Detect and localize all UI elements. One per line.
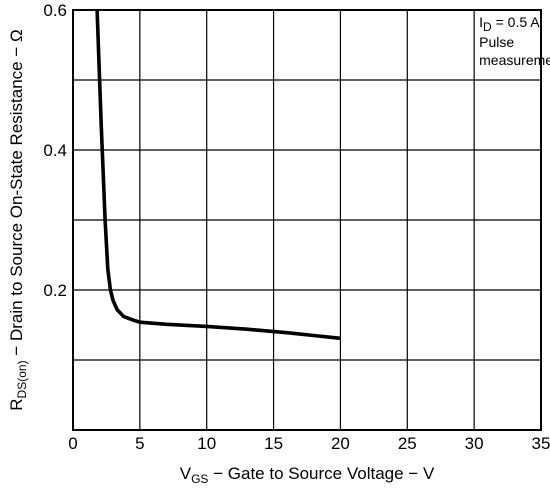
x-axis-subscript: GS xyxy=(191,472,208,486)
series-layer xyxy=(95,9,341,341)
condition-note: ID = 0.5 A Pulse measurement xyxy=(477,12,550,79)
x-tick-label: 20 xyxy=(331,434,350,453)
y-axis-label-text: − Drain to Source On-State Resistance − … xyxy=(7,29,26,360)
x-tick-label: 5 xyxy=(135,434,144,453)
series-line xyxy=(95,9,341,341)
condition-note-symbol: I xyxy=(479,14,483,30)
condition-note-line2: Pulse xyxy=(479,34,514,50)
y-axis-symbol: R xyxy=(7,398,26,410)
x-axis-label-text: − Gate to Source Voltage − V xyxy=(208,464,435,483)
grid xyxy=(73,10,541,430)
x-tick-label: 30 xyxy=(465,434,484,453)
condition-note-line3: measurement xyxy=(479,52,550,68)
x-tick-label: 25 xyxy=(398,434,417,453)
x-tick-label: 15 xyxy=(264,434,283,453)
y-axis-subscript: DS(on) xyxy=(15,360,29,398)
y-axis-title: RDS(on) − Drain to Source On-State Resis… xyxy=(7,29,29,410)
x-tick-label: 10 xyxy=(197,434,216,453)
y-tick-label: 0.2 xyxy=(43,281,67,300)
condition-note-current: ID = 0.5 A xyxy=(479,14,540,34)
x-axis-symbol: V xyxy=(180,464,192,483)
condition-note-subscript: D xyxy=(483,20,492,34)
x-axis-title: VGS − Gate to Source Voltage − V xyxy=(180,464,435,486)
y-tick-label: 0.6 xyxy=(43,1,67,20)
x-tick-label: 0 xyxy=(68,434,77,453)
y-tick-label: 0.4 xyxy=(43,141,67,160)
plot-frame xyxy=(72,9,542,431)
tick-labels: 0 5 10 15 20 25 30 35 0.2 0.4 0.6 xyxy=(43,1,550,453)
condition-note-background xyxy=(477,12,539,79)
condition-note-value: = 0.5 A xyxy=(492,14,541,30)
x-tick-label: 35 xyxy=(532,434,550,453)
